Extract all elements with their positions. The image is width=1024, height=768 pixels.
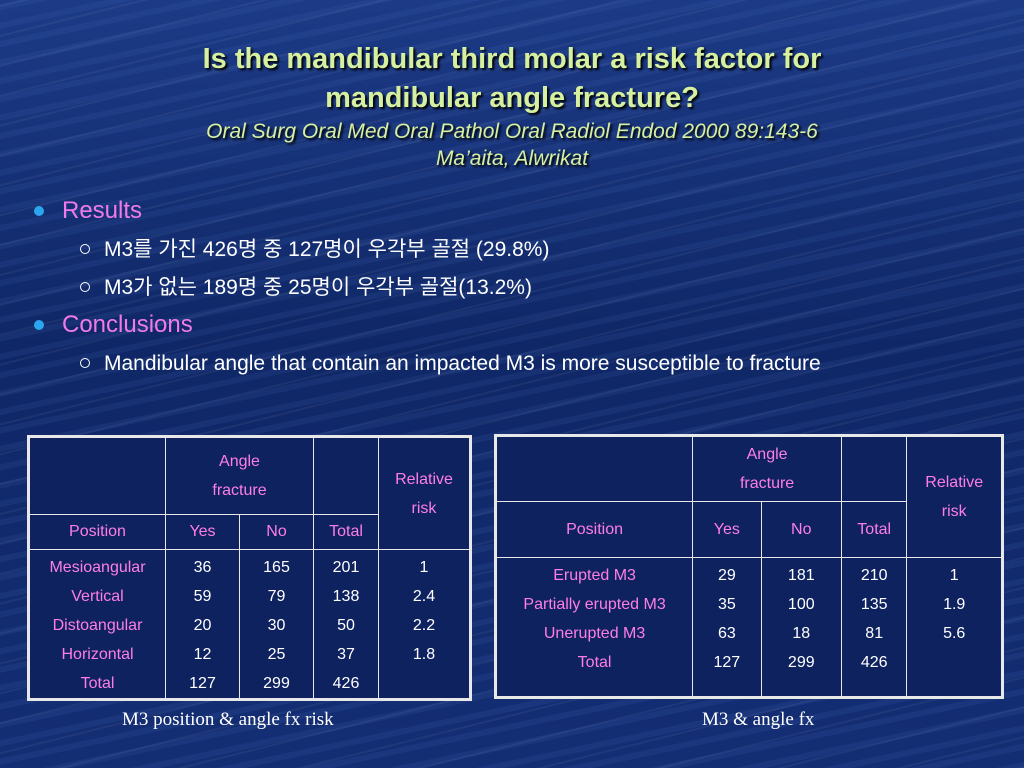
column-header-total: Total [841,501,908,558]
sub-bullet-text: M3가 없는 189명 중 25명이 우각부 골절(13.2%) [104,276,532,299]
header-empty-cell [313,436,379,515]
position-cell: Mesioangular Vertical Distoangular Horizont… [28,549,166,700]
column-header-no: No [760,501,843,558]
header-relative-risk: Relative risk [378,436,471,550]
sub-bullet-text: M3를 가진 426명 중 127명이 우각부 골절 (29.8%) [104,238,550,261]
column-header-no: No [239,514,314,550]
authors: Ma’aita, Alwrikat [435,147,589,170]
sub-bullet: M3가 없는 189명 중 25명이 우각부 골절(13.2%) [28,272,1018,310]
bullet-dot-icon [34,205,44,216]
m3-position-table: Angle fracture Relative risk Position Yes … [27,435,472,701]
position-cell: Erupted M3 Partially erupted M3 Unerupted … [494,557,694,698]
total-cell: 210 135 81 426 [841,557,908,698]
column-header-total: Total [313,514,379,550]
citation: Oral Surg Oral Med Oral Pathol Oral Radi… [206,120,818,143]
column-header-position: Position [494,501,694,558]
circle-bullet-icon [80,282,90,293]
header-angle-fracture: Angle fracture [692,435,843,502]
yes-cell: 36 59 20 12 127 [165,549,240,700]
sub-bullet-text: Mandibular angle that contain an impacte… [104,352,821,375]
header-angle-fracture: Angle fracture [165,436,314,515]
no-cell: 181 100 18 299 [760,557,843,698]
bullet-conclusions: Conclusions [28,310,1018,348]
table-caption: M3 position & angle fx risk [122,709,334,730]
header-empty-cell [494,435,694,502]
slide-title-block: Is the mandibular third molar a risk fac… [0,40,1024,172]
relative-risk-cell: 1 1.9 5.6 [906,557,1003,698]
no-cell: 165 79 30 25 299 [239,549,314,700]
column-header-yes: Yes [692,501,762,558]
table-caption: M3 & angle fx [702,709,815,730]
bullet-results-label: Results [62,197,143,224]
slide-title-line-1: Is the mandibular third molar a risk fac… [202,43,822,75]
header-empty-cell [28,436,166,515]
column-header-position: Position [28,514,166,550]
bullet-results: Results [28,196,1018,234]
bullet-dot-icon [34,319,44,330]
relative-risk-cell: 1 2.4 2.2 1.8 [378,549,471,700]
slide-title-line-2: mandibular angle fracture? [325,82,699,114]
bullet-list: Results M3를 가진 426명 중 127명이 우각부 골절 (29.8… [28,196,1018,386]
sub-bullet: Mandibular angle that contain an impacte… [28,348,1018,386]
total-cell: 201 138 50 37 426 [313,549,379,700]
header-empty-cell [841,435,908,502]
bullet-conclusions-label: Conclusions [62,311,193,338]
yes-cell: 29 35 63 127 [692,557,762,698]
m3-eruption-table: Angle fracture Relative risk Position Yes … [494,434,1004,699]
circle-bullet-icon [80,244,90,255]
circle-bullet-icon [80,358,90,369]
header-relative-risk: Relative risk [906,435,1003,558]
sub-bullet: M3를 가진 426명 중 127명이 우각부 골절 (29.8%) [28,234,1018,272]
column-header-yes: Yes [165,514,240,550]
